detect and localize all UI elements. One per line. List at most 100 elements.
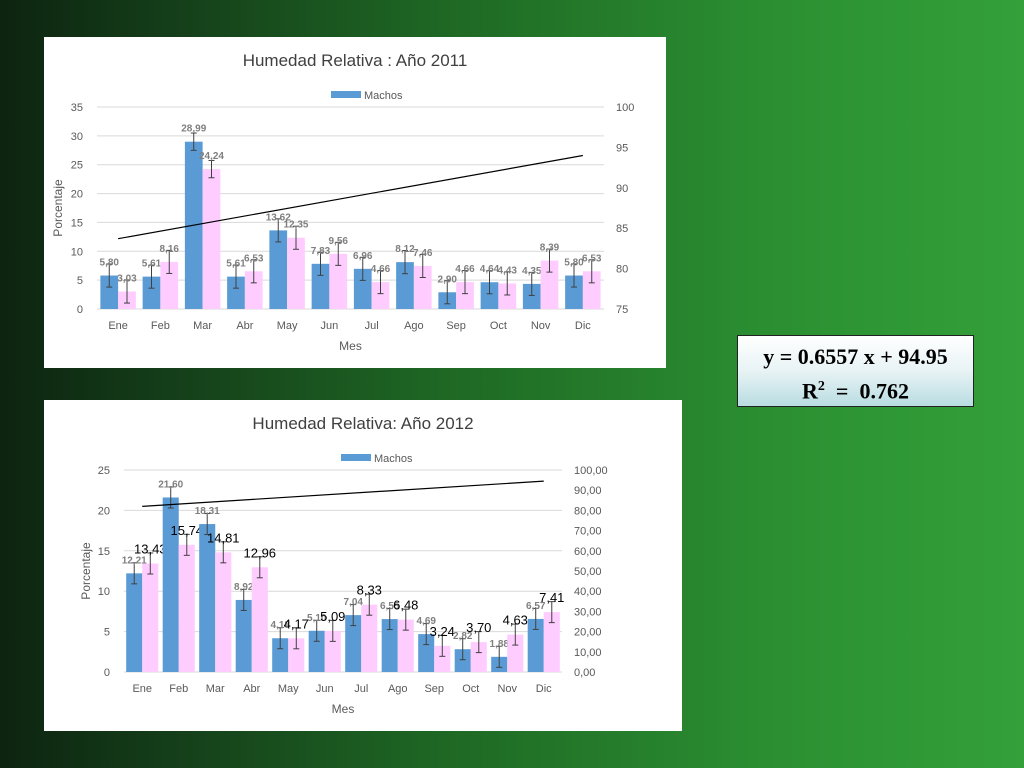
x-tick-label: Mar <box>206 683 225 695</box>
data-label: 8,12 <box>395 244 415 255</box>
data-label: 7,46 <box>413 248 433 259</box>
chart-2012: Humedad Relativa: Año 2012 Machos 0 5 10 15 20… <box>44 400 682 731</box>
y2-tick-label: 100,00 <box>574 465 608 477</box>
y2-tick-label: 40,00 <box>574 586 602 598</box>
legend-label: Machos <box>374 453 413 465</box>
data-label: 15,74 <box>171 523 204 538</box>
data-label: 4,43 <box>498 265 518 276</box>
y2-tick-label: 100 <box>616 102 634 114</box>
r-label: R <box>802 378 818 404</box>
bar <box>480 282 499 309</box>
x-tick-label: Dic <box>536 683 552 695</box>
x-tick-label: Ago <box>404 320 424 332</box>
data-label: 3,03 <box>117 274 137 285</box>
bar <box>287 237 305 309</box>
bar <box>126 573 143 672</box>
bar <box>540 260 559 309</box>
data-label: 5,09 <box>320 609 345 624</box>
data-label: 5,61 <box>142 259 162 270</box>
bar <box>454 649 471 672</box>
data-label: 4,66 <box>371 264 391 275</box>
y-tick-label: 35 <box>71 102 83 114</box>
chart-legend: Machos <box>331 90 403 102</box>
y-tick-label: 5 <box>77 275 83 287</box>
data-label: 4,17 <box>284 616 309 631</box>
bar <box>418 634 435 672</box>
data-label: 28,99 <box>181 124 206 135</box>
bar <box>329 253 348 309</box>
x-tick-label: Jun <box>321 320 339 332</box>
y-tick-label: 0 <box>104 667 110 679</box>
x-tick-label: Ene <box>132 683 152 695</box>
trendline <box>118 154 583 240</box>
bar <box>565 275 583 309</box>
data-label: 12,21 <box>122 555 147 566</box>
data-label: 21,60 <box>158 479 183 490</box>
y2-tick-label: 50,00 <box>574 566 602 578</box>
bar <box>100 275 119 309</box>
bar <box>202 169 221 309</box>
bar <box>543 612 560 672</box>
bar <box>272 638 289 672</box>
x-tick-label: Sep <box>424 683 444 695</box>
bar <box>324 630 341 672</box>
legend-swatch <box>331 91 361 98</box>
x-tick-label: Feb <box>169 683 188 695</box>
bar <box>199 524 216 672</box>
bar <box>527 618 544 672</box>
data-label: 24,24 <box>199 151 224 162</box>
bar <box>582 271 601 309</box>
bar <box>361 604 378 672</box>
y-tick-label: 15 <box>98 546 110 558</box>
bar <box>498 283 517 309</box>
y2-tick-label: 75 <box>616 304 628 316</box>
y2-tick-label: 30,00 <box>574 606 602 618</box>
data-label: 8,92 <box>234 582 254 593</box>
bar <box>434 645 451 672</box>
y-axis-label: Porcentaje <box>79 542 93 600</box>
bar <box>507 634 524 672</box>
equation-line: y = 0.6557 x + 94.95 <box>763 344 948 369</box>
bar <box>396 262 414 309</box>
bar <box>160 261 179 309</box>
y-tick-label: 25 <box>98 465 110 477</box>
bar <box>288 638 305 672</box>
y-tick-label: 10 <box>71 246 83 258</box>
data-label: 4,69 <box>416 616 436 627</box>
data-label: 4,64 <box>480 264 500 275</box>
data-label: 4,35 <box>522 266 542 277</box>
bar <box>308 630 325 672</box>
data-label: 8,39 <box>540 243 560 254</box>
bar <box>162 497 179 672</box>
y-tick-label: 15 <box>71 217 83 229</box>
data-label: 4,63 <box>503 613 528 628</box>
y2-tick-label: 10,00 <box>574 647 602 659</box>
regression-equation-box: y = 0.6557 x + 94.95 R2 = 0.762 <box>737 335 974 407</box>
y-tick-label: 20 <box>98 505 110 517</box>
x-tick-label: Jul <box>365 320 379 332</box>
x-tick-label: Dic <box>575 320 591 332</box>
legend-label: Machos <box>364 90 403 102</box>
y-tick-label: 30 <box>71 131 83 143</box>
y2-tick-label: 80,00 <box>574 505 602 517</box>
data-label: 18,31 <box>195 506 220 517</box>
data-label: 8,16 <box>160 244 180 255</box>
data-label: 2,90 <box>438 274 458 285</box>
bar <box>269 230 288 309</box>
bar <box>470 642 487 672</box>
x-tick-label: Jul <box>354 683 368 695</box>
data-label: 6,48 <box>393 598 418 613</box>
bar <box>235 599 252 672</box>
bar <box>353 268 372 309</box>
data-label: 6,57 <box>526 601 546 612</box>
x-tick-label: Mar <box>193 320 212 332</box>
y2-tick-label: 70,00 <box>574 526 602 538</box>
data-label: 5,80 <box>100 258 120 269</box>
y-tick-label: 25 <box>71 160 83 172</box>
data-label: 4,18 <box>270 620 290 631</box>
bar <box>227 276 245 309</box>
data-label: 5,10 <box>307 613 327 624</box>
data-label: 4,66 <box>455 264 475 275</box>
x-tick-label: Oct <box>490 320 507 332</box>
bar <box>215 552 232 672</box>
